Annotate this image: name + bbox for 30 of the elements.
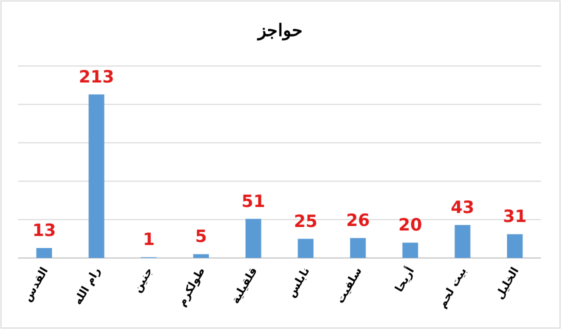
bar xyxy=(36,248,52,258)
chart-title: حواجز xyxy=(256,21,303,41)
bar xyxy=(507,234,523,258)
bar xyxy=(246,218,262,258)
bar xyxy=(350,238,366,258)
x-tick-label: بيت لحم xyxy=(436,265,470,310)
x-tick-label: جنين xyxy=(130,265,156,295)
x-tick-label: رام الله xyxy=(71,265,104,308)
x-tick-label: أريحا xyxy=(392,264,417,294)
bar xyxy=(402,242,418,258)
bar xyxy=(298,238,314,258)
x-tick-label: طولكرم xyxy=(175,265,208,308)
x-tick-label: قلقيلية xyxy=(228,265,260,306)
x-tick-label: الخليل xyxy=(492,265,522,302)
x-tick-label: القدس xyxy=(20,265,51,304)
bar xyxy=(454,224,470,258)
bar xyxy=(193,254,209,258)
data-label: 20 xyxy=(398,216,422,236)
data-label: 31 xyxy=(503,207,527,228)
data-label: 5 xyxy=(195,227,207,248)
data-label: 51 xyxy=(242,192,266,212)
data-label: 213 xyxy=(78,67,114,88)
x-tick-label: سلفيت xyxy=(334,265,365,306)
x-tick-label: نابلس xyxy=(284,265,312,300)
data-label: 26 xyxy=(346,211,370,232)
data-label: 25 xyxy=(294,212,318,232)
data-label: 43 xyxy=(450,198,474,218)
bar xyxy=(88,94,104,258)
data-label: 13 xyxy=(32,221,56,242)
data-label: 1 xyxy=(142,230,155,250)
